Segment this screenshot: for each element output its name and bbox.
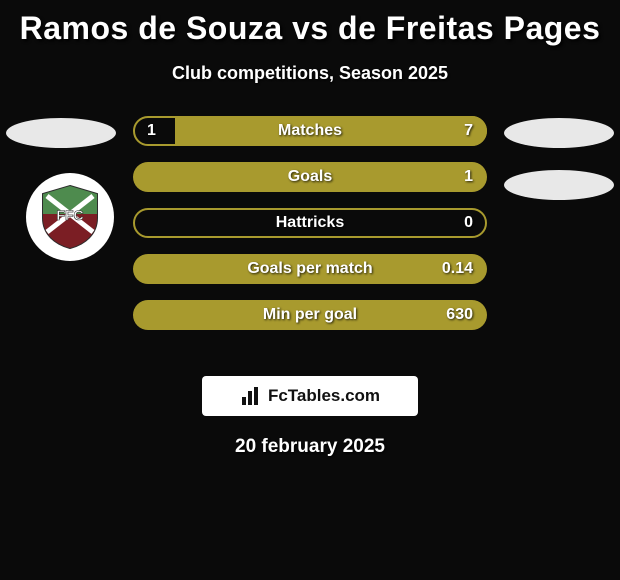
brand-text: FcTables.com [268, 386, 380, 406]
stat-row: 630Min per goal [133, 298, 487, 332]
page-title: Ramos de Souza vs de Freitas Pages [0, 0, 620, 47]
player-left-oval [6, 118, 116, 148]
bar-fill-right [175, 116, 487, 146]
stat-bars: 17Matches1Goals0Hattricks0.14Goals per m… [133, 114, 487, 344]
player-right-oval-1 [504, 118, 614, 148]
stat-value-left: 1 [147, 116, 156, 146]
player-right-oval-2 [504, 170, 614, 200]
stat-value-right: 7 [464, 116, 473, 146]
shield-icon: FFC [35, 182, 105, 252]
date-text: 20 february 2025 [0, 436, 620, 458]
stat-row: 0Hattricks [133, 206, 487, 240]
stat-value-right: 0.14 [442, 254, 473, 284]
club-badge-left: FFC [26, 173, 114, 261]
stat-value-right: 1 [464, 162, 473, 192]
brand-box[interactable]: FcTables.com [202, 376, 418, 416]
comparison-card: Ramos de Souza vs de Freitas Pages Club … [0, 0, 620, 580]
page-subtitle: Club competitions, Season 2025 [0, 63, 620, 84]
stat-row: 17Matches [133, 114, 487, 148]
svg-text:FFC: FFC [56, 207, 83, 223]
stat-row: 0.14Goals per match [133, 252, 487, 286]
bar-fill-right [133, 254, 487, 284]
stat-value-right: 630 [446, 300, 473, 330]
bar-fill-right [133, 162, 487, 192]
bar-fill-right [133, 300, 487, 330]
stat-row: 1Goals [133, 160, 487, 194]
bar-outline [133, 208, 487, 238]
stats-area: FFC 17Matches1Goals0Hattricks0.14Goals p… [0, 118, 620, 358]
bars-icon [240, 385, 262, 407]
stat-value-right: 0 [464, 208, 473, 238]
